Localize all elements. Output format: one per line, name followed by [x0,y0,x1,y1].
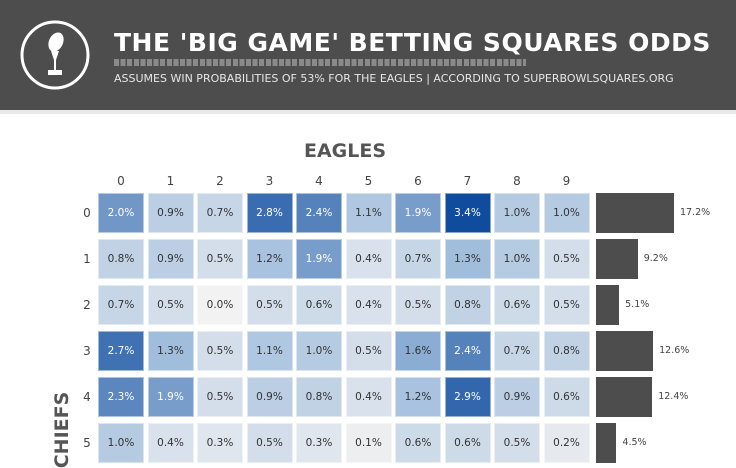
column-label: 3 [265,174,274,188]
row-label: 3 [83,344,91,358]
column-label: 2 [216,174,224,188]
heatmap-cell: 0.8% [444,285,491,325]
heatmap-cell: 1.2% [395,377,441,417]
row-label: 2 [83,298,91,312]
heatmap-cell: 0.6% [494,285,540,325]
page-subtitle: ASSUMES WIN PROBABILITIES OF 53% FOR THE… [114,72,674,85]
row-total-label: 9.2% [643,253,668,264]
trophy-icon [20,20,90,90]
heatmap-cell: 0.8% [98,239,144,279]
heatmap-cell: 1.6% [395,331,441,371]
heatmap-cell: 0.7% [197,193,243,233]
heatmap-cell: 0.5% [197,331,243,371]
heatmap-cell: 0.0% [197,285,243,325]
heatmap-cell: 1.3% [444,239,491,279]
header-banner: THE 'BIG GAME' BETTING SQUARES ODDS ASSU… [0,0,736,110]
heatmap-cell: 2.4% [296,193,342,233]
heatmap-cell: 0.8% [543,331,590,371]
column-label: 7 [463,174,472,188]
heatmap-cell: 0.9% [494,377,540,417]
heatmap-cell: 1.3% [147,331,194,371]
heatmap-cell: 0.9% [246,377,293,417]
heatmap-cell: 2.8% [246,193,293,233]
row-total-label: 12.6% [659,345,690,356]
row-total-label: 12.4% [658,391,689,402]
row-total-bar [596,377,653,417]
column-label: 0 [117,174,125,188]
heatmap-cell: 1.1% [246,331,293,371]
heatmap-cell: 0.9% [147,193,194,233]
heatmap-cell: 0.5% [494,423,540,463]
heatmap-cell: 2.4% [444,331,491,371]
row-total-label: 4.5% [622,437,647,448]
page-title: THE 'BIG GAME' BETTING SQUARES ODDS [114,28,711,57]
column-label: 9 [562,174,571,188]
heatmap-cell: 1.1% [345,193,392,233]
heatmap-cell: 0.1% [345,423,392,463]
row-label: 5 [83,436,91,450]
heatmap-cell: 2.7% [98,331,144,371]
heatmap-cell: 0.6% [395,423,441,463]
y-axis-title: CHIEFS [51,391,73,468]
heatmap-cell: 0.4% [345,377,392,417]
row-label: 4 [83,390,91,404]
heatmap-cell: 0.8% [296,377,342,417]
heatmap-cell: 1.0% [296,331,342,371]
heatmap-cell: 2.3% [98,377,144,417]
heatmap-cell: 0.4% [345,285,392,325]
divider [0,110,736,114]
heatmap-cell: 0.6% [296,285,342,325]
row-total-bar [596,331,654,371]
heatmap-cell: 1.0% [98,423,144,463]
heatmap-cell: 3.4% [444,193,491,233]
x-axis-title: EAGLES [303,140,387,162]
heatmap-cell: 0.5% [197,377,243,417]
heatmap-cell: 0.5% [147,285,194,325]
heatmap-cell: 2.9% [444,377,491,417]
row-label: 1 [83,252,91,266]
heatmap-cell: 1.0% [543,193,590,233]
heatmap-cell: 0.5% [197,239,243,279]
heatmap-cell: 0.5% [543,285,590,325]
heatmap-cell: 0.6% [444,423,491,463]
heatmap-cell: 0.9% [147,239,194,279]
heatmap-cell: 0.3% [296,423,342,463]
column-label: 1 [166,174,175,188]
column-label: 6 [414,174,422,188]
row-total-bar [596,239,638,279]
heatmap-cell: 1.9% [147,377,194,417]
row-total-bar [596,285,620,325]
heatmap-cell: 0.6% [543,377,590,417]
row-total-bar [596,193,674,233]
heatmap-cell: 0.3% [197,423,243,463]
column-label: 4 [315,174,323,188]
decorative-strip [114,59,526,66]
column-label: 8 [513,174,521,188]
heatmap-cell: 1.9% [296,239,342,279]
row-total-label: 5.1% [625,299,650,310]
heatmap-cell: 2.0% [98,193,144,233]
heatmap-cell: 0.5% [246,423,293,463]
heatmap-cell: 0.4% [147,423,194,463]
heatmap-cell: 0.2% [543,423,590,463]
heatmap-cell: 0.7% [494,331,540,371]
heatmap-cell: 0.4% [345,239,392,279]
heatmap-cell: 0.5% [345,331,392,371]
row-total-bar [596,423,617,463]
heatmap-cell: 1.0% [494,193,540,233]
heatmap-cell: 1.9% [395,193,441,233]
column-label: 5 [364,174,373,188]
row-label: 0 [83,206,91,220]
heatmap-cell: 1.0% [494,239,540,279]
row-total-label: 17.2% [680,207,711,218]
heatmap-cell: 0.7% [98,285,144,325]
heatmap-cell: 0.5% [395,285,441,325]
heatmap-cell: 0.5% [246,285,293,325]
heatmap-cell: 0.7% [395,239,441,279]
heatmap-cell: 0.5% [543,239,590,279]
heatmap-cell: 1.2% [246,239,293,279]
